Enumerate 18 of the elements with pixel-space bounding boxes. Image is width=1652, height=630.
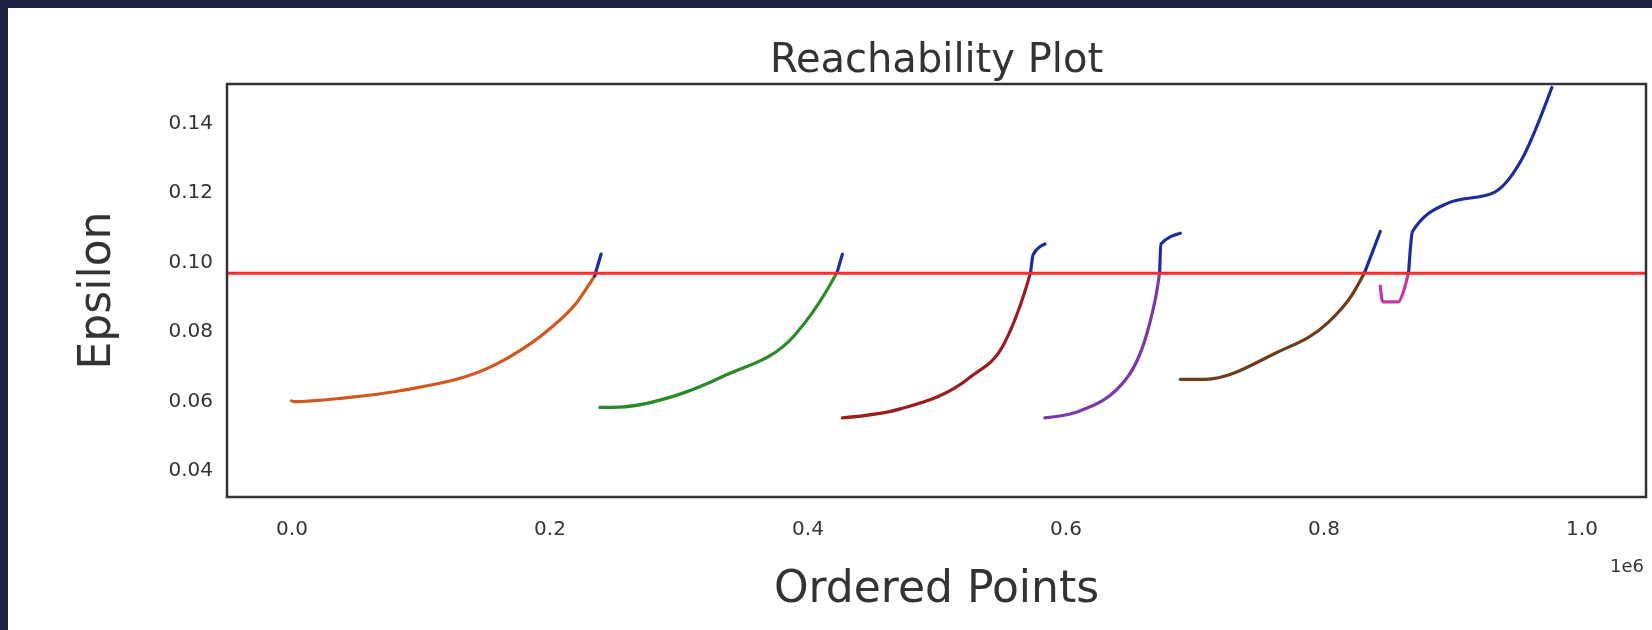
y-tick-label: 0.04 — [168, 457, 213, 482]
y-tick-label: 0.12 — [168, 179, 213, 204]
line-series — [1407, 85, 1554, 274]
x-tick-label: 0.6 — [1050, 516, 1082, 541]
x-tick-label: 0.0 — [276, 516, 308, 541]
x-tick-label: 0.8 — [1308, 516, 1340, 541]
line-series — [289, 274, 597, 404]
y-tick-label: 0.10 — [168, 248, 213, 273]
y-tick-label: 0.14 — [168, 110, 213, 135]
x-tick-label: 0.2 — [534, 516, 566, 541]
y-tick-label: 0.06 — [168, 387, 213, 412]
x-tick-label: 1.0 — [1566, 516, 1598, 541]
x-axis-title: Ordered Points — [773, 561, 1100, 612]
y-tick-label: 0.08 — [168, 318, 213, 343]
chart-title: Reachability Plot — [769, 35, 1104, 81]
y-axis-title: Epsilon — [69, 211, 120, 370]
x-tick-label: 0.4 — [792, 516, 824, 541]
text: 1e6 — [1610, 555, 1644, 576]
